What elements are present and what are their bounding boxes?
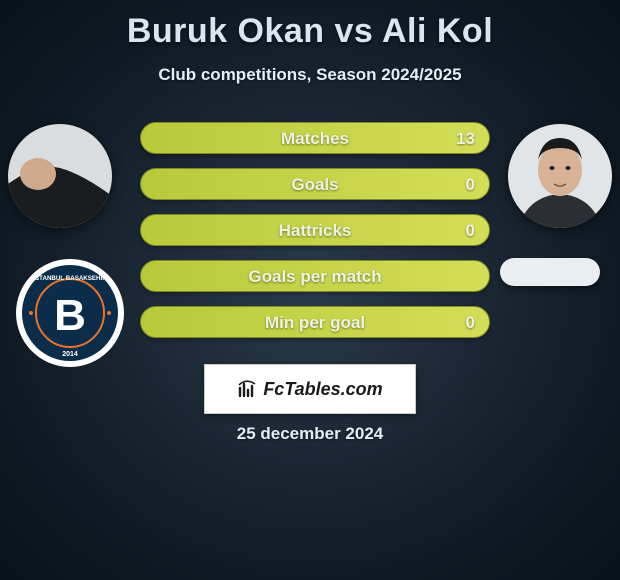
svg-text:2014: 2014 bbox=[62, 351, 78, 358]
date-text: 25 december 2024 bbox=[0, 424, 620, 444]
club-badge-icon: ISTANBUL BASAKSEHIR 2014 B bbox=[15, 258, 125, 368]
svg-text:ISTANBUL BASAKSEHIR: ISTANBUL BASAKSEHIR bbox=[33, 275, 107, 282]
stat-right-value: 13 bbox=[456, 123, 475, 155]
avatar-right-icon bbox=[508, 124, 612, 228]
player-right-avatar bbox=[508, 124, 612, 228]
stat-row-hattricks: Hattricks 0 bbox=[140, 214, 490, 246]
club-left-badge: ISTANBUL BASAKSEHIR 2014 B bbox=[15, 258, 125, 368]
stat-right-value: 0 bbox=[466, 169, 475, 201]
avatar-left-icon bbox=[8, 124, 112, 228]
branding-text: FcTables.com bbox=[263, 379, 382, 400]
brand-logo-icon bbox=[237, 379, 257, 399]
page-subtitle: Club competitions, Season 2024/2025 bbox=[0, 65, 620, 85]
stats-block: Matches 13 Goals 0 Hattricks 0 Goals per… bbox=[140, 122, 490, 352]
stat-row-min-per-goal: Min per goal 0 bbox=[140, 306, 490, 338]
stat-label: Goals per match bbox=[141, 261, 489, 293]
stat-row-goals: Goals 0 bbox=[140, 168, 490, 200]
page-title: Buruk Okan vs Ali Kol bbox=[0, 0, 620, 51]
stat-row-goals-per-match: Goals per match bbox=[140, 260, 490, 292]
stat-right-value: 0 bbox=[466, 215, 475, 247]
svg-text:B: B bbox=[54, 291, 86, 340]
stat-label: Min per goal bbox=[141, 307, 489, 339]
stat-label: Matches bbox=[141, 123, 489, 155]
stat-row-matches: Matches 13 bbox=[140, 122, 490, 154]
stat-label: Goals bbox=[141, 169, 489, 201]
club-right-badge bbox=[500, 258, 600, 286]
stat-right-value: 0 bbox=[466, 307, 475, 339]
infographic-root: Buruk Okan vs Ali Kol Club competitions,… bbox=[0, 0, 620, 580]
branding-box: FcTables.com bbox=[204, 364, 416, 414]
stat-label: Hattricks bbox=[141, 215, 489, 247]
player-left-avatar bbox=[8, 124, 112, 228]
